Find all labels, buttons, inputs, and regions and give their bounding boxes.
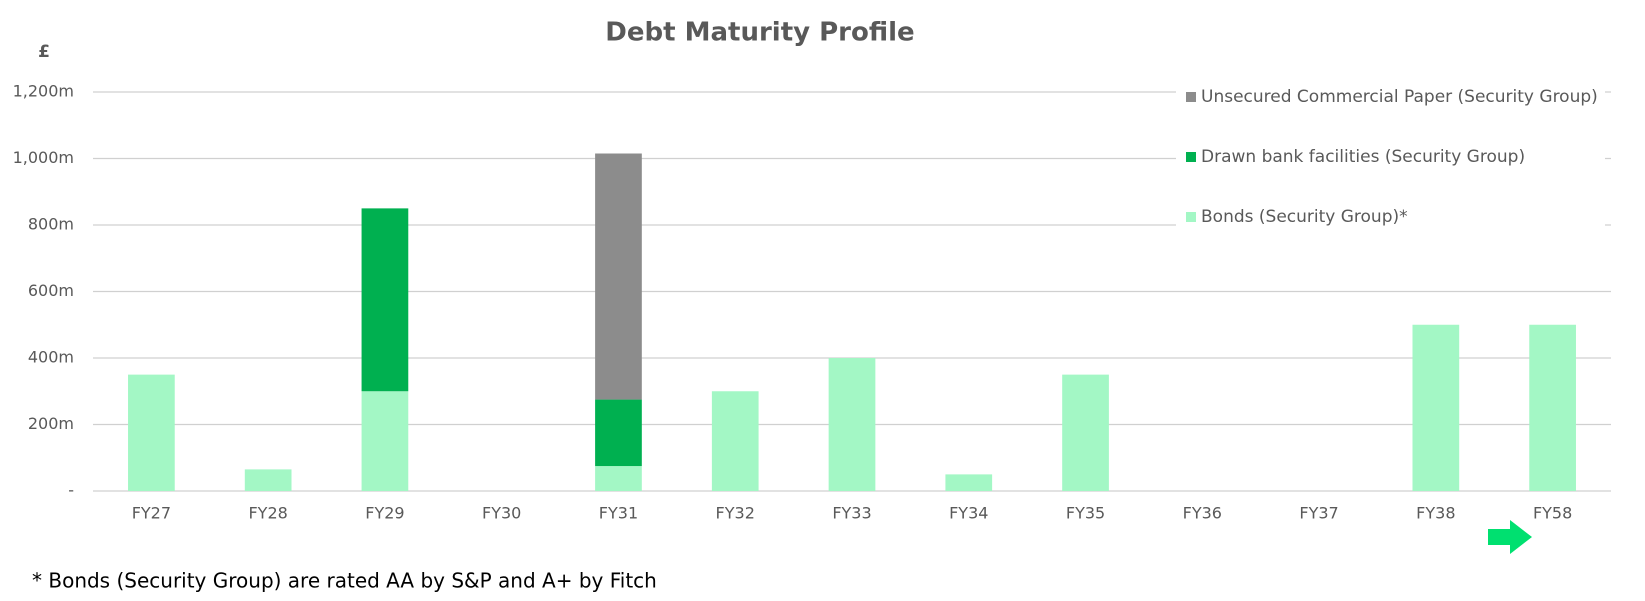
x-tick-label: FY37 <box>1299 504 1338 523</box>
arrow <box>1488 520 1532 554</box>
legend-swatch <box>1186 152 1196 162</box>
x-tick-label: FY32 <box>716 504 755 523</box>
x-tick-label: FY27 <box>132 504 171 523</box>
y-tick-label: 200m <box>28 414 74 433</box>
y-axis-label: £ <box>38 42 50 62</box>
chart-title: Debt Maturity Profile <box>605 18 914 48</box>
y-tick-label: 400m <box>28 348 74 367</box>
y-tick-label: - <box>68 481 74 500</box>
y-tick-label: 800m <box>28 215 74 234</box>
bar-segment <box>595 153 642 400</box>
bar-segment <box>244 469 292 491</box>
legend-swatch <box>1186 92 1196 102</box>
x-tick-label: FY33 <box>832 504 871 523</box>
bar-segment <box>711 391 759 491</box>
x-tick-label: FY36 <box>1183 504 1222 523</box>
x-tick-label: FY34 <box>949 504 988 523</box>
y-tick-label: 1,000m <box>13 148 74 167</box>
x-tick-label: FY38 <box>1416 504 1455 523</box>
x-tick-label: FY35 <box>1066 504 1105 523</box>
legend-swatch <box>1186 212 1196 222</box>
bar-segment <box>1529 324 1576 491</box>
bar-segment <box>595 399 642 467</box>
bar-segment <box>1062 374 1109 491</box>
bar-segment <box>945 474 993 491</box>
y-tick-label: 600m <box>28 281 74 300</box>
bar-segment <box>361 391 409 491</box>
legend-background <box>1176 78 1605 242</box>
legend-label: Unsecured Commercial Paper (Security Gro… <box>1201 87 1598 107</box>
bar-segment <box>828 358 876 491</box>
legend-label: Drawn bank facilities (Security Group) <box>1201 147 1525 167</box>
legend-label: Bonds (Security Group)* <box>1201 207 1408 227</box>
x-tick-label: FY28 <box>248 504 287 523</box>
bar-segment <box>128 374 175 491</box>
y-tick-label: 1,200m <box>13 82 74 101</box>
x-tick-label: FY30 <box>482 504 521 523</box>
bar-segment <box>361 208 409 392</box>
bar-segment <box>1412 324 1460 491</box>
bar-segment <box>595 466 642 491</box>
x-tick-label: FY29 <box>365 504 404 523</box>
footnote: * Bonds (Security Group) are rated AA by… <box>32 569 657 593</box>
x-tick-label: FY58 <box>1533 504 1572 523</box>
x-tick-label: FY31 <box>599 504 638 523</box>
